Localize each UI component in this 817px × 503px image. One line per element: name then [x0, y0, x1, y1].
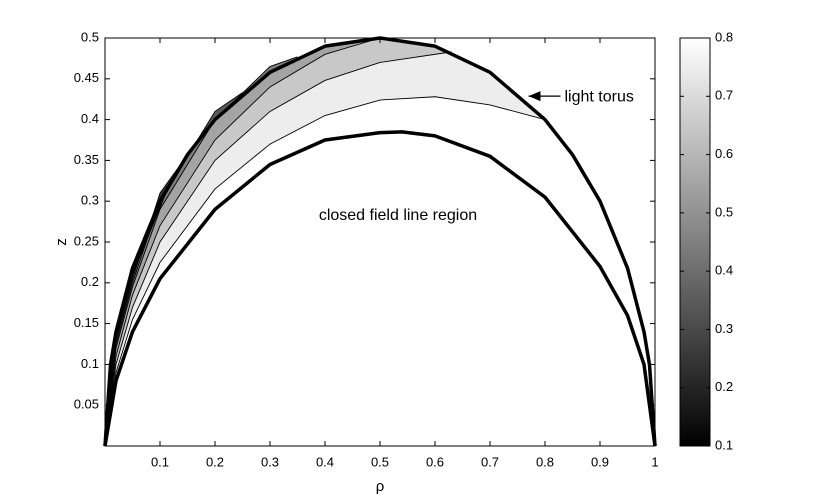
y-tick-label: 0.3 [81, 193, 99, 208]
x-tick-label: 0.6 [426, 454, 444, 469]
plot-area [105, 38, 655, 446]
contour-line [104, 51, 452, 447]
y-tick-label: 0.05 [74, 397, 99, 412]
colorbar [679, 37, 711, 447]
y-tick-label: 0.1 [81, 356, 99, 371]
colorbar-tick-label: 0.6 [715, 146, 733, 161]
y-tick-label: 0.5 [81, 29, 99, 44]
y-tick-label: 0.2 [81, 274, 99, 289]
x-tick-label: 0.9 [591, 454, 609, 469]
colorbar-tick-label: 0.3 [715, 321, 733, 336]
colorbar-tick-label: 0.4 [715, 263, 733, 278]
y-tick-label: 0.4 [81, 111, 99, 126]
y-axis-label: z [53, 238, 70, 246]
x-tick-label: 0.8 [536, 454, 554, 469]
y-tick-label: 0.35 [74, 152, 99, 167]
x-tick-label: 0.2 [206, 454, 224, 469]
annotation: closed field line region [319, 207, 477, 224]
x-tick-label: 0.4 [316, 454, 334, 469]
contour-line [104, 96, 546, 447]
annotation: light torus [565, 88, 634, 105]
x-tick-label: 0.1 [151, 454, 169, 469]
colorbar-tick-label: 0.2 [715, 379, 733, 394]
annotation-arrowhead [528, 91, 541, 102]
x-axis-label: ρ [376, 478, 385, 495]
inner-boundary [103, 130, 657, 447]
colorbar-tick-label: 0.8 [715, 29, 733, 44]
x-tick-label: 1 [651, 454, 658, 469]
y-tick-label: 0.45 [74, 70, 99, 85]
x-tick-label: 0.7 [481, 454, 499, 469]
x-tick-label: 0.3 [261, 454, 279, 469]
contour-line [104, 37, 381, 447]
colorbar-tick-label: 0.1 [715, 437, 733, 452]
y-tick-label: 0.25 [74, 233, 99, 248]
colorbar-tick-label: 0.7 [715, 88, 733, 103]
colorbar-tick-label: 0.5 [715, 204, 733, 219]
y-tick-label: 0.15 [74, 315, 99, 330]
x-tick-label: 0.5 [371, 454, 389, 469]
